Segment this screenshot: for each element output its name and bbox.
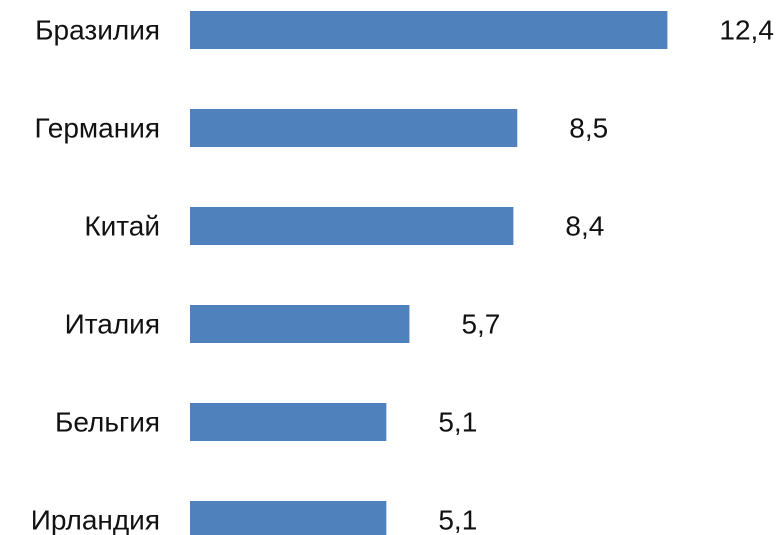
category-labels-group: Бразилия Германия Китай Италия Бельгия Ирланд… bbox=[31, 15, 160, 535]
value-label: 8,5 bbox=[569, 113, 608, 144]
bar bbox=[190, 11, 668, 49]
value-label: 12,4 bbox=[719, 15, 774, 46]
bar bbox=[190, 207, 514, 245]
value-label: 8,4 bbox=[565, 211, 604, 242]
bar bbox=[190, 403, 387, 441]
category-label: Италия bbox=[65, 309, 160, 340]
value-labels-group: 12,4 8,5 8,4 5,7 5,1 5,1 bbox=[438, 15, 774, 535]
category-label: Бельгия bbox=[55, 407, 160, 438]
value-label: 5,7 bbox=[461, 309, 500, 340]
category-label: Германия bbox=[34, 113, 160, 144]
bar bbox=[190, 501, 387, 535]
bars-group bbox=[190, 11, 668, 535]
bar bbox=[190, 305, 410, 343]
category-label: Китай bbox=[84, 211, 160, 242]
bar bbox=[190, 109, 518, 147]
value-label: 5,1 bbox=[438, 505, 477, 535]
category-label: Бразилия bbox=[35, 15, 160, 46]
category-label: Ирландия bbox=[31, 505, 160, 535]
value-label: 5,1 bbox=[438, 407, 477, 438]
